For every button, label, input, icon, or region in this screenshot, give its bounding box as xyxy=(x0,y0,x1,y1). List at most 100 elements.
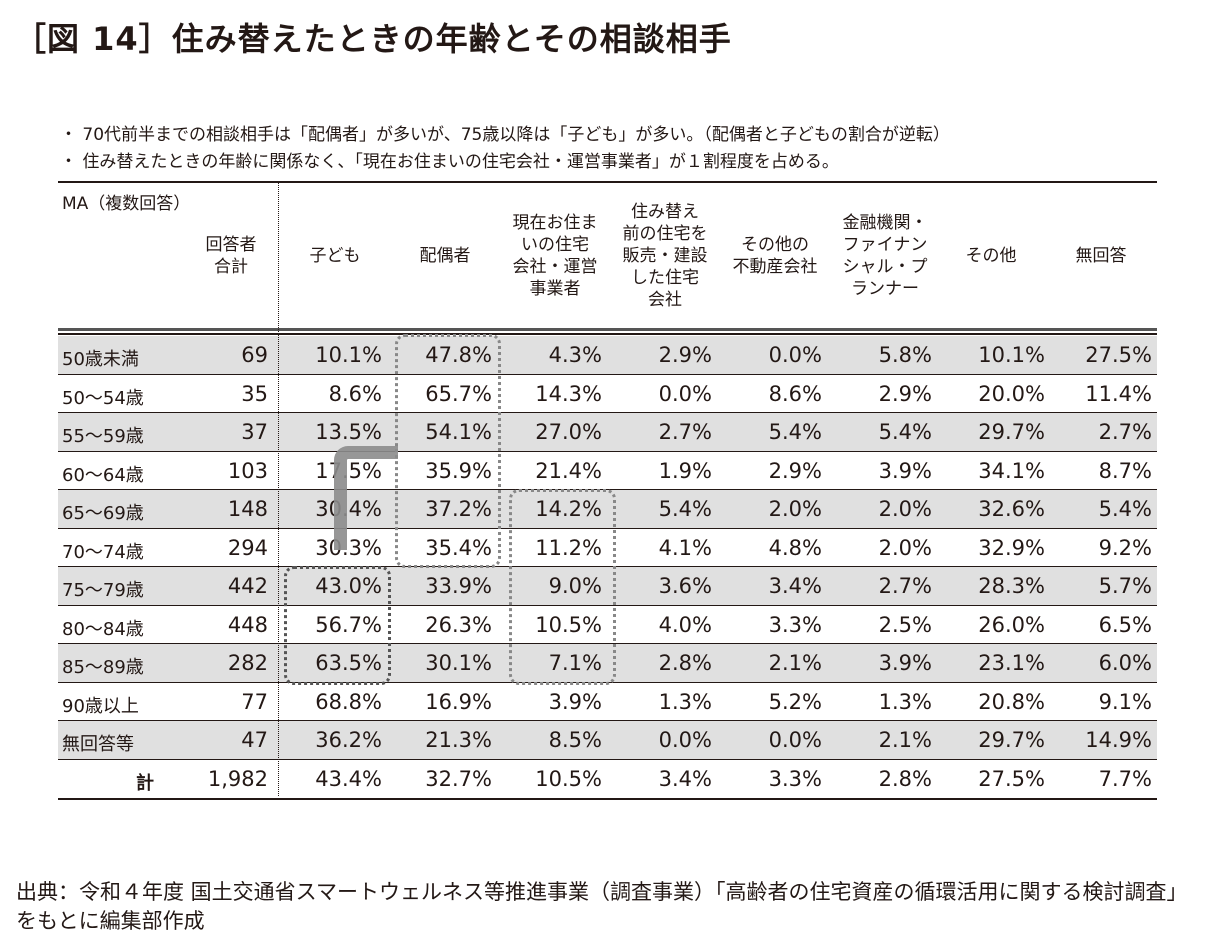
column-header: 住み替え 前の住宅を 販売・建設 した住宅 会社 xyxy=(622,201,708,310)
percent-cell: 4.1% xyxy=(658,535,712,560)
percent-cell: 2.9% xyxy=(658,343,712,367)
percent-cell: 10.5% xyxy=(535,612,602,637)
percent-cell: 2.7% xyxy=(1098,420,1152,444)
percent-cell: 65.7% xyxy=(425,381,492,406)
highlight-spouse-box xyxy=(395,334,501,568)
percent-cell: 3.4% xyxy=(768,574,822,598)
percent-cell: 27.0% xyxy=(535,420,602,444)
percent-cell: 11.2% xyxy=(535,535,602,560)
percent-cell: 5.4% xyxy=(1098,497,1152,521)
respondent-count: 37 xyxy=(241,420,268,444)
percent-cell: 7.1% xyxy=(548,651,602,675)
percent-cell: 43.0% xyxy=(315,574,382,598)
respondent-count: 35 xyxy=(241,381,268,406)
percent-cell: 28.3% xyxy=(978,574,1045,598)
percent-cell: 33.9% xyxy=(425,574,492,598)
column-header: 回答者 合計 xyxy=(205,234,257,277)
percent-cell: 8.6% xyxy=(768,381,822,406)
percent-cell: 2.7% xyxy=(658,420,712,444)
trend-arrow-icon xyxy=(334,446,398,550)
table-header: MA（複数回答） 回答者 合計 子ども 配偶者 現在お住ま いの住宅 会社・運営 事業者 住み替… xyxy=(58,183,1157,328)
percent-cell: 27.5% xyxy=(1085,343,1152,367)
percent-cell: 32.6% xyxy=(978,497,1045,521)
column-header: 現在お住ま いの住宅 会社・運営 事業者 xyxy=(512,212,598,299)
percent-cell: 1.9% xyxy=(658,458,712,483)
total-row: 計 1,982 43.4% 32.7% 10.5% 3.4% 3.3% 2.8% 27.5% 7.… xyxy=(58,760,1157,800)
table-row: 85～89歳 282 63.5% 30.1% 7.1% 2.8% 2.1% 3.9% 23.1%… xyxy=(58,644,1157,683)
percent-cell: 2.0% xyxy=(878,497,932,521)
row-label: 80～84歳 xyxy=(62,618,144,640)
percent-cell: 14.3% xyxy=(535,381,602,406)
percent-cell: 20.0% xyxy=(978,381,1045,406)
respondent-count: 448 xyxy=(227,612,268,637)
percent-cell: 2.8% xyxy=(658,651,712,675)
respondent-count: 47 xyxy=(241,728,268,752)
percent-cell: 3.4% xyxy=(658,766,712,791)
percent-cell: 9.1% xyxy=(1098,689,1152,714)
percent-cell: 5.4% xyxy=(878,420,932,444)
row-label: 85～89歳 xyxy=(62,657,144,678)
percent-cell: 13.5% xyxy=(315,420,382,444)
percent-cell: 56.7% xyxy=(315,612,382,637)
respondent-count: 69 xyxy=(241,343,268,367)
percent-cell: 10.1% xyxy=(978,343,1045,367)
percent-cell: 5.4% xyxy=(768,420,822,444)
percent-cell: 5.8% xyxy=(878,343,932,367)
column-divider xyxy=(278,183,279,796)
table-row: 80～84歳 448 56.7% 26.3% 10.5% 4.0% 3.3% 2.5% 26.0… xyxy=(58,606,1157,644)
table-row: 無回答等 47 36.2% 21.3% 8.5% 0.0% 0.0% 2.1% 29.7% 14.… xyxy=(58,721,1157,760)
figure-title: ［図 14］住み替えたときの年齢とその相談相手 xyxy=(14,20,732,58)
column-header: 金融機関・ ファイナン シャル・プ ランナー xyxy=(842,212,928,299)
table-row: 70～74歳 294 30.3% 35.4% 11.2% 4.1% 4.8% 2.0% 32.9… xyxy=(58,529,1157,567)
percent-cell: 0.0% xyxy=(658,381,712,406)
highlight-children-box xyxy=(284,566,391,685)
table-row: 75～79歳 442 43.0% 33.9% 9.0% 3.6% 3.4% 2.7% 28.3%… xyxy=(58,567,1157,606)
header-rule xyxy=(58,328,1157,331)
percent-cell: 7.7% xyxy=(1098,766,1152,791)
percent-cell: 5.4% xyxy=(658,497,712,521)
percent-cell: 0.0% xyxy=(768,343,822,367)
percent-cell: 20.8% xyxy=(978,689,1045,714)
percent-cell: 9.2% xyxy=(1098,535,1152,560)
percent-cell: 2.0% xyxy=(878,535,932,560)
percent-cell: 47.8% xyxy=(425,343,492,367)
header-rule xyxy=(58,333,1157,335)
row-label: 70～74歳 xyxy=(62,541,144,563)
table-row: 90歳以上 77 68.8% 16.9% 3.9% 1.3% 5.2% 1.3% 20.8% 9.… xyxy=(58,683,1157,721)
percent-cell: 10.5% xyxy=(535,766,602,791)
percent-cell: 14.9% xyxy=(1085,728,1152,752)
row-label: 55～59歳 xyxy=(62,426,144,447)
row-label: 90歳以上 xyxy=(62,695,139,717)
percent-cell: 35.9% xyxy=(425,458,492,483)
percent-cell: 10.1% xyxy=(315,343,382,367)
percent-cell: 3.6% xyxy=(658,574,712,598)
percent-cell: 32.9% xyxy=(978,535,1045,560)
row-label: 無回答等 xyxy=(62,734,134,755)
respondent-count: 148 xyxy=(227,497,268,521)
percent-cell: 8.7% xyxy=(1098,458,1152,483)
percent-cell: 1.3% xyxy=(878,689,932,714)
column-header: 無回答 xyxy=(1075,245,1127,266)
percent-cell: 5.2% xyxy=(768,689,822,714)
percent-cell: 11.4% xyxy=(1085,381,1152,406)
percent-cell: 2.9% xyxy=(768,458,822,483)
percent-cell: 63.5% xyxy=(315,651,382,675)
percent-cell: 54.1% xyxy=(425,420,492,444)
percent-cell: 16.9% xyxy=(425,689,492,714)
table-row: 50～54歳 35 8.6% 65.7% 14.3% 0.0% 8.6% 2.9% 20.0% 1… xyxy=(58,375,1157,413)
percent-cell: 68.8% xyxy=(315,689,382,714)
row-label: 65～69歳 xyxy=(62,503,144,524)
percent-cell: 35.4% xyxy=(425,535,492,560)
column-header: 子ども xyxy=(309,245,361,266)
percent-cell: 23.1% xyxy=(978,651,1045,675)
respondent-count: 294 xyxy=(227,535,268,560)
row-label: 計 xyxy=(136,772,154,794)
respondent-count: 103 xyxy=(227,458,268,483)
percent-cell: 29.7% xyxy=(978,728,1045,752)
table-top-rule xyxy=(58,181,1157,183)
respondent-count: 1,982 xyxy=(207,766,268,791)
percent-cell: 0.0% xyxy=(658,728,712,752)
row-label: 60～64歳 xyxy=(62,464,144,486)
percent-cell: 8.5% xyxy=(548,728,602,752)
percent-cell: 3.9% xyxy=(878,458,932,483)
